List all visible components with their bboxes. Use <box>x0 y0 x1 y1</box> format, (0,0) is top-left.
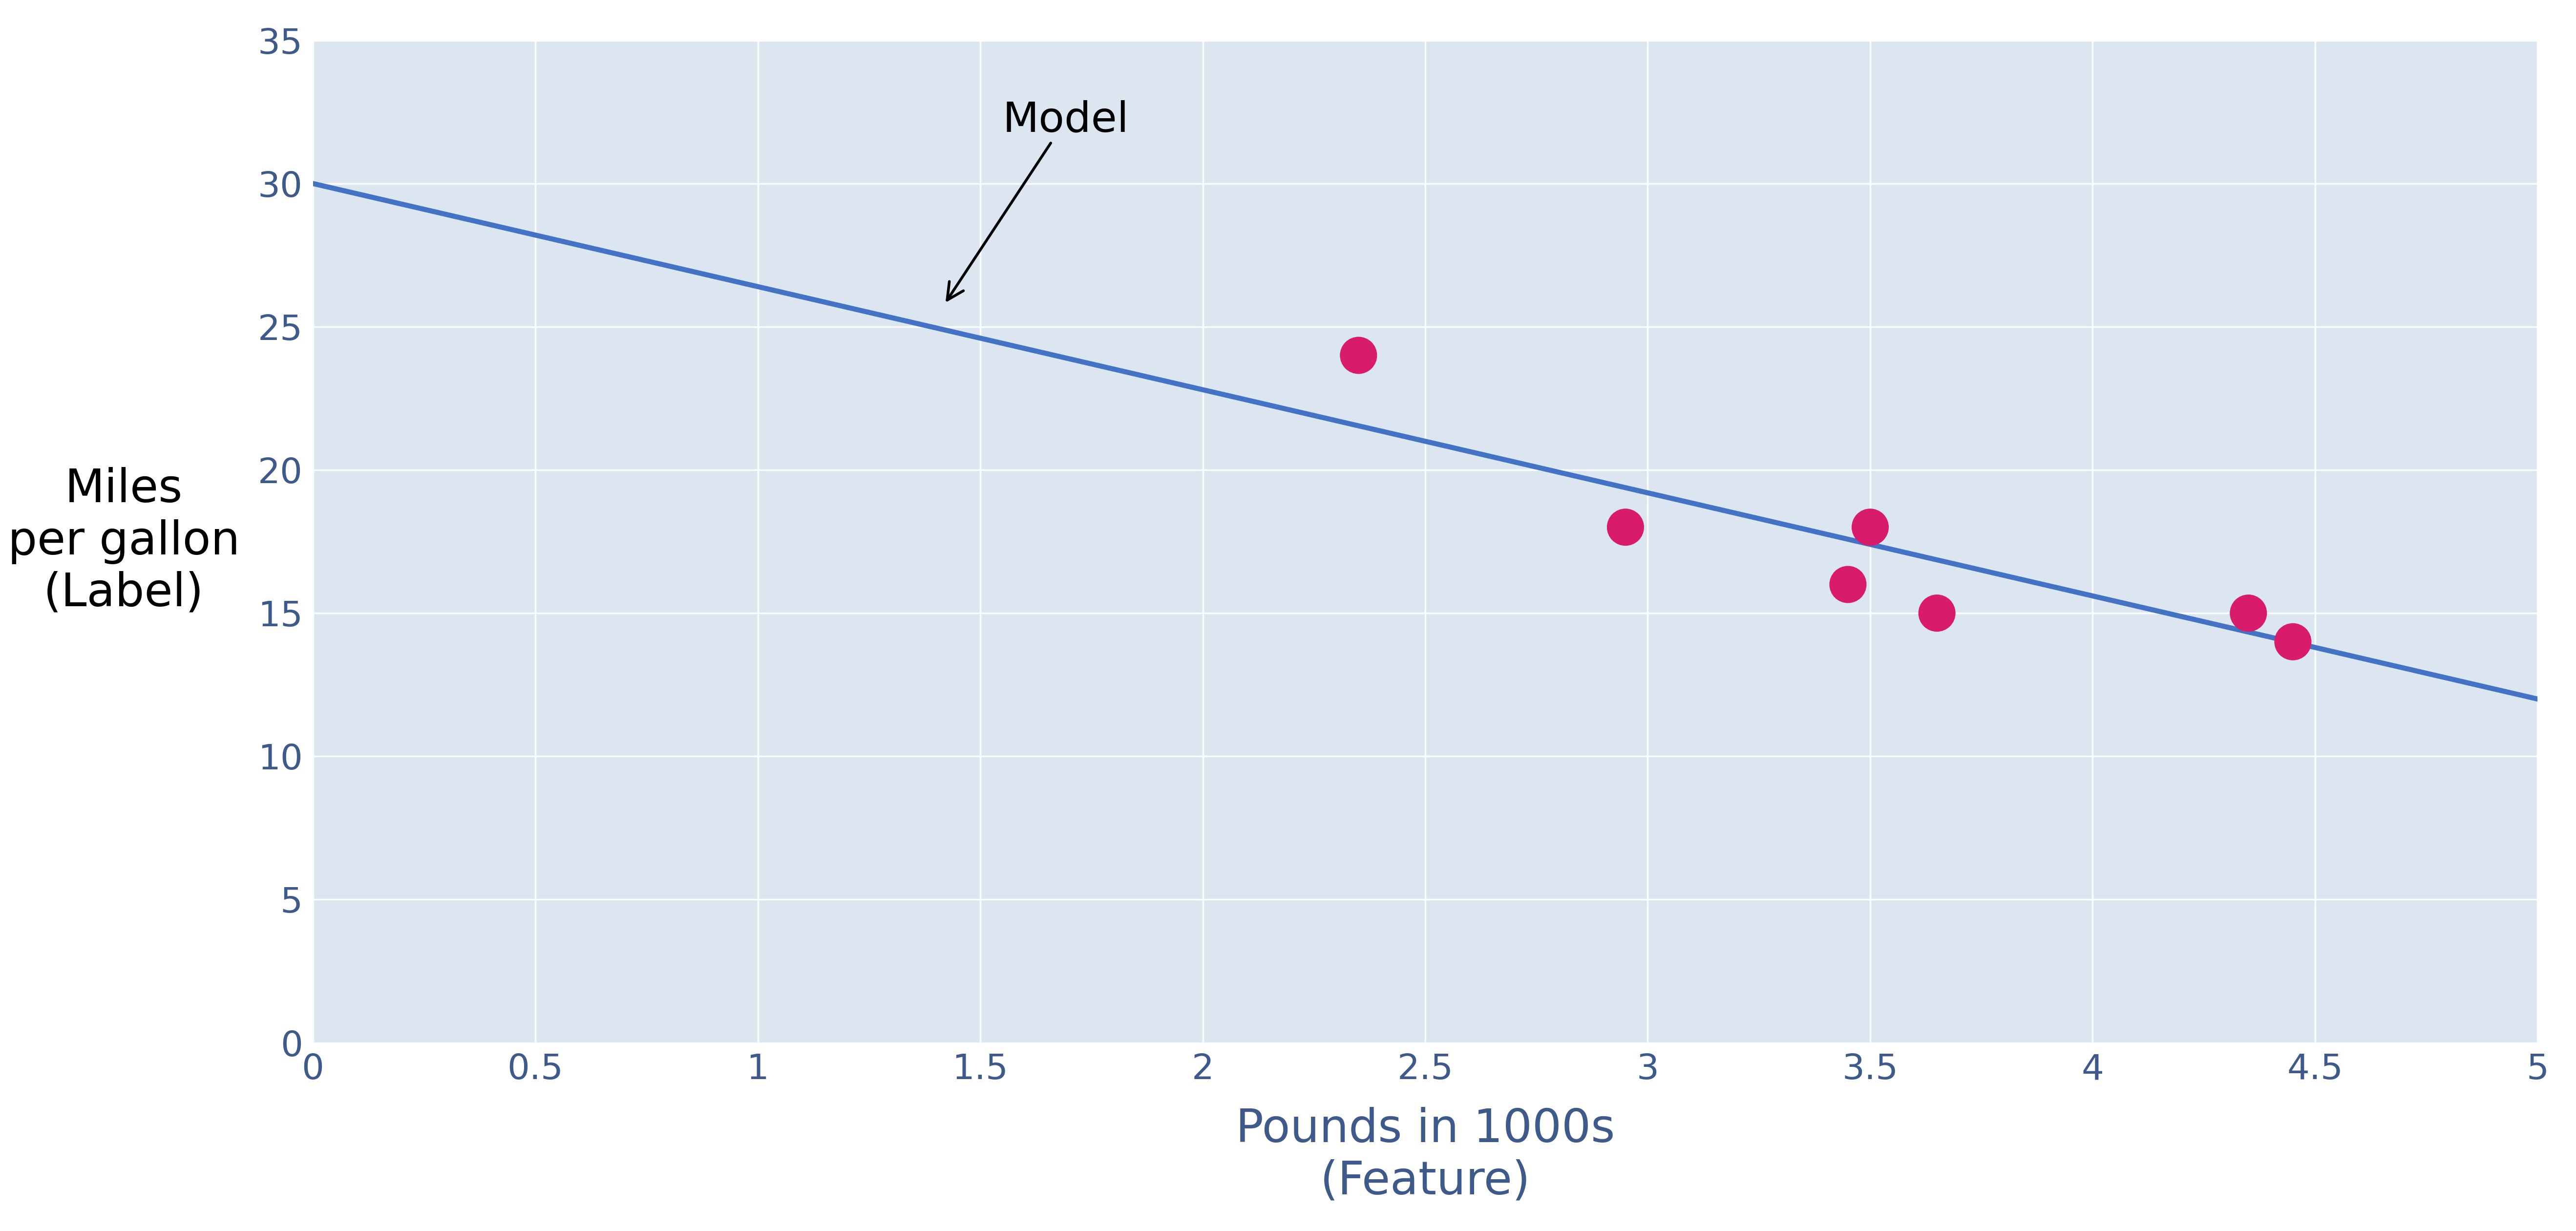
Point <box>1917 603 1958 623</box>
Point <box>1605 517 1646 537</box>
Point <box>2228 603 2269 623</box>
Text: Model: Model <box>948 100 1128 300</box>
Point <box>1850 517 1891 537</box>
Point <box>2272 632 2313 651</box>
X-axis label: Pounds in 1000s
(Feature): Pounds in 1000s (Feature) <box>1236 1107 1615 1204</box>
Point <box>1826 575 1868 595</box>
Point <box>1337 346 1378 366</box>
Y-axis label: Miles
per gallon
(Label): Miles per gallon (Label) <box>8 467 240 616</box>
